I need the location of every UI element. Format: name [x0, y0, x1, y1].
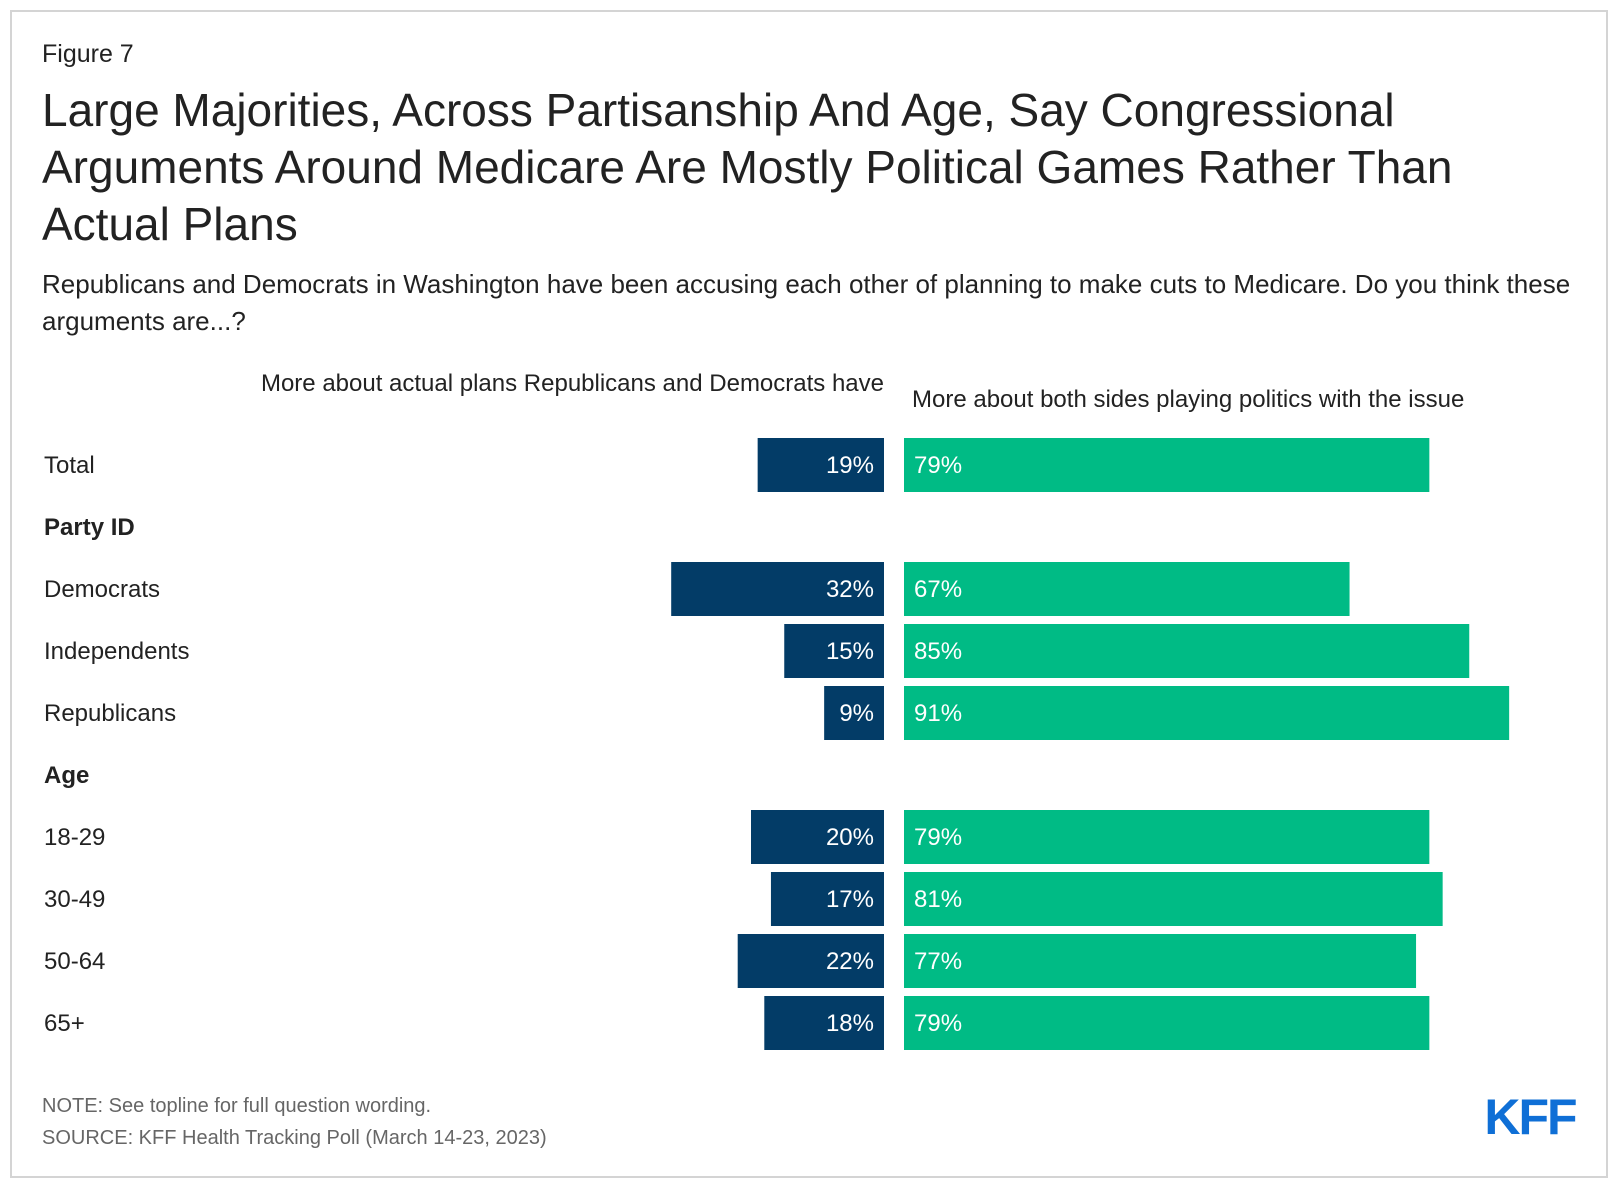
row-label: Democrats [44, 576, 160, 603]
data-label-right: 85% [914, 638, 962, 665]
bar-left [757, 438, 884, 492]
bar-right [904, 686, 1510, 740]
data-label-right: 79% [914, 824, 962, 851]
data-label-left: 18% [826, 1010, 874, 1037]
kff-logo-text: KFF [1484, 1094, 1576, 1138]
data-label-right: 77% [914, 948, 962, 975]
bar-right [904, 624, 1470, 678]
row-label: 18-29 [44, 824, 105, 851]
row-label: Republicans [44, 700, 176, 727]
bar-right [904, 438, 1430, 492]
footer-notes: NOTE: See topline for full question word… [42, 1090, 547, 1154]
bar-right [904, 934, 1417, 988]
bar-left [770, 872, 884, 926]
data-label-left: 20% [826, 824, 874, 851]
data-label-right: 91% [914, 700, 962, 727]
data-label-left: 15% [826, 638, 874, 665]
figure-frame [10, 10, 1608, 1178]
data-label-right: 81% [914, 886, 962, 913]
bar-left [824, 686, 884, 740]
bar-left [784, 624, 884, 678]
chart-subtitle: Republicans and Democrats in Washington … [42, 269, 1571, 336]
data-label-left: 32% [826, 576, 874, 603]
row-label: 65+ [44, 1010, 85, 1037]
row-label: 50-64 [44, 948, 105, 975]
data-label-right: 67% [914, 576, 962, 603]
bar-right [904, 872, 1443, 926]
group-label: Party ID [44, 514, 135, 541]
row-label: Independents [44, 638, 189, 665]
group-label: Age [44, 762, 89, 789]
footer-note: NOTE: See topline for full question word… [42, 1095, 432, 1117]
data-label-left: 22% [826, 948, 874, 975]
data-label-left: 19% [826, 452, 874, 479]
footer-source: SOURCE: KFF Health Tracking Poll (March … [42, 1127, 547, 1149]
chart-title: Large Majorities, Across Partisanship An… [42, 84, 1453, 250]
data-label-left: 17% [826, 886, 874, 913]
row-label: Total [44, 452, 95, 479]
legend-left-series: More about actual plans Republicans and … [260, 370, 884, 397]
bar-left [751, 810, 884, 864]
data-label-left: 9% [839, 700, 874, 727]
data-label-right: 79% [914, 452, 962, 479]
row-label: 30-49 [44, 886, 105, 913]
bar-right [904, 996, 1430, 1050]
figure-label: Figure 7 [42, 40, 134, 68]
bar-right [904, 562, 1350, 616]
legend-right-series: More about both sides playing politics w… [912, 386, 1465, 413]
bar-right [904, 810, 1430, 864]
bar-left [671, 562, 884, 616]
kff-logo: KFF [1484, 1094, 1578, 1138]
bar-left [737, 934, 884, 988]
data-label-right: 79% [914, 1010, 962, 1037]
bar-left [764, 996, 884, 1050]
